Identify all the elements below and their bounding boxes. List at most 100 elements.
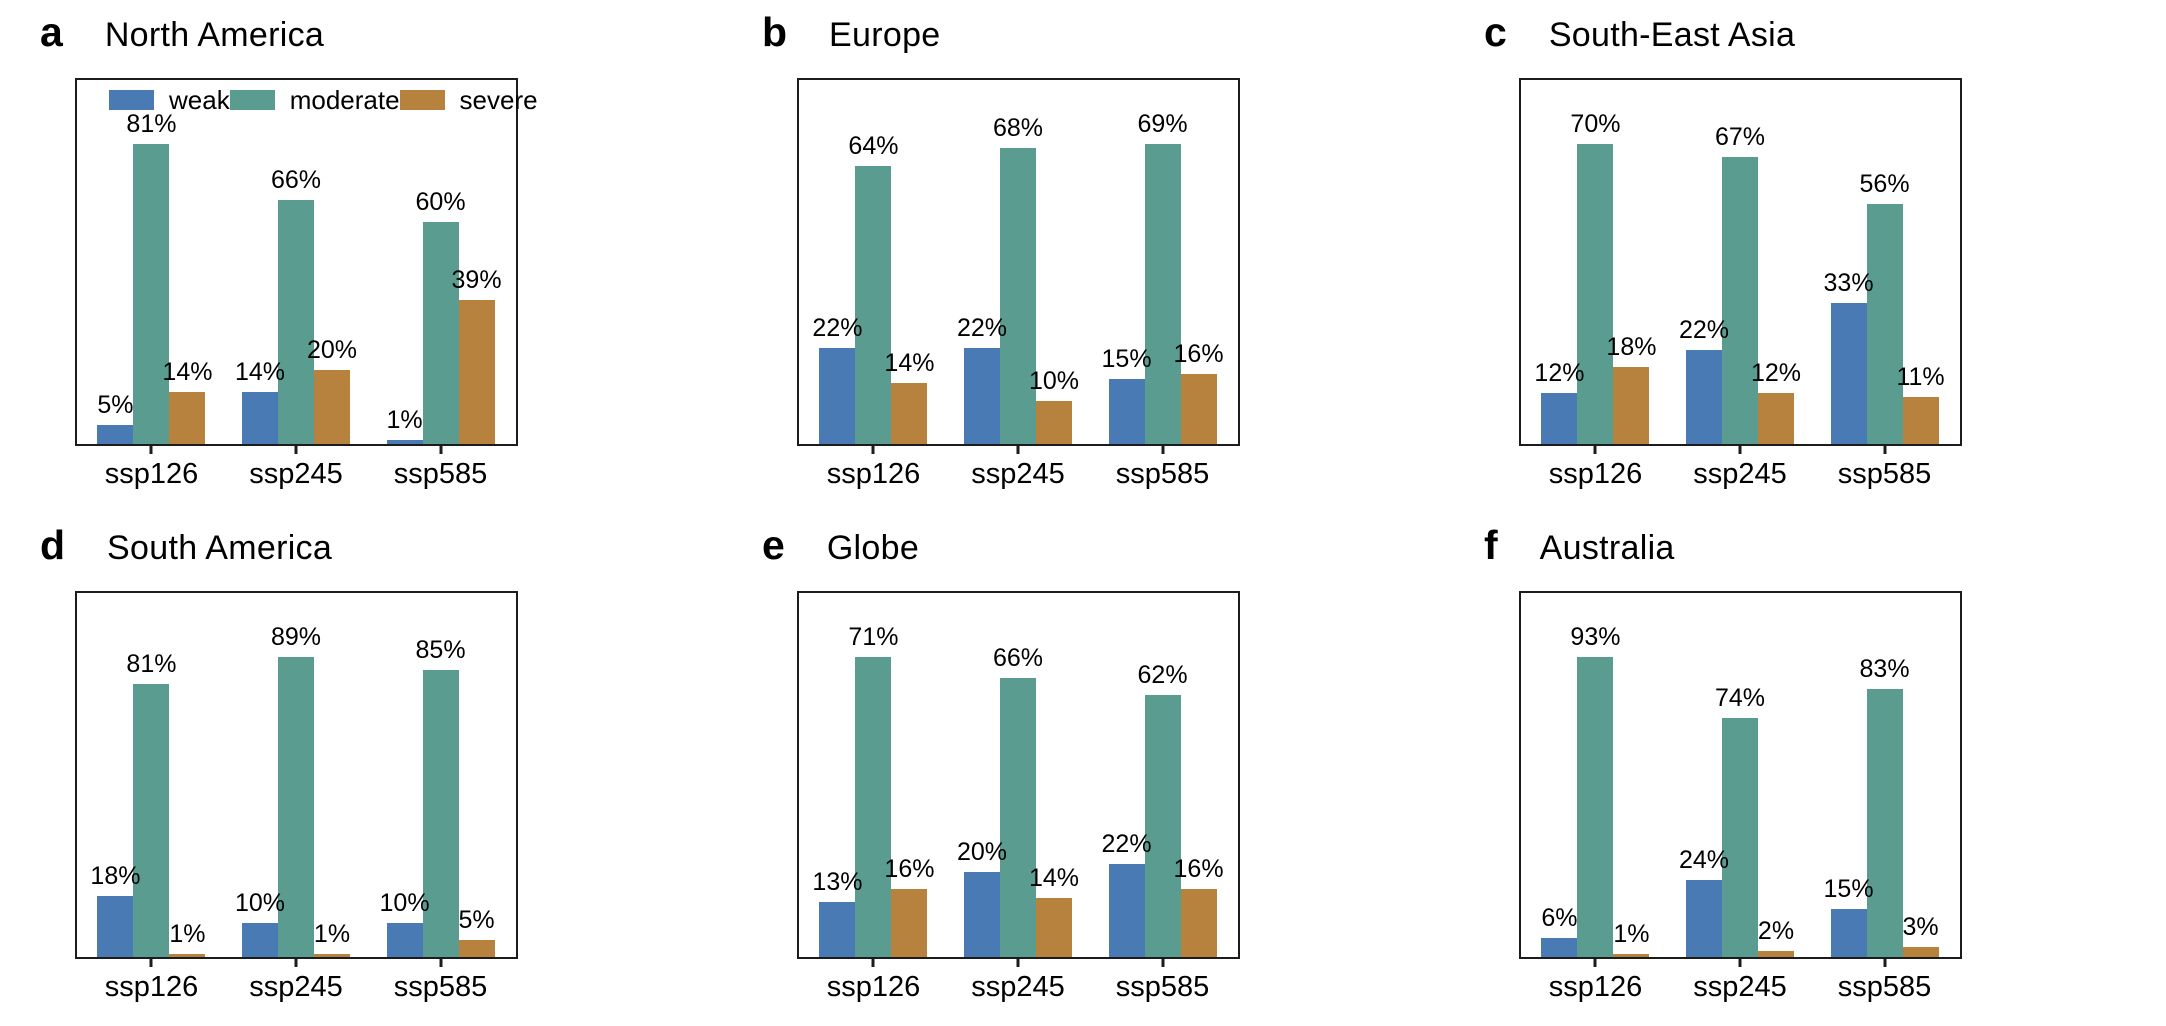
bar-severe [1902, 947, 1939, 957]
bar-value-label: 62% [1137, 661, 1188, 689]
bar-weak [1541, 393, 1578, 444]
bar-value-label: 71% [848, 623, 899, 651]
bar-value-label: 16% [1173, 340, 1224, 368]
x-axis-tick-label: ssp126 [104, 971, 199, 1003]
bar-moderate [1722, 157, 1758, 444]
bar-moderate [1144, 144, 1181, 444]
bar-value-label: 93% [1570, 623, 1621, 651]
bar-value-label: 67% [1714, 123, 1766, 151]
bar-value-label: 16% [1173, 855, 1224, 883]
bar-moderate [422, 222, 459, 444]
panel-title: Australia [1539, 529, 1675, 567]
x-axis-tick-mark [1161, 444, 1165, 454]
panel-title: Globe [826, 529, 920, 567]
bar-value-label: 10% [234, 889, 286, 917]
bar-severe [1180, 889, 1217, 957]
bar-severe [169, 392, 206, 444]
bar-weak [1108, 379, 1145, 444]
bar-value-label: 60% [415, 188, 466, 216]
bar-weak [386, 440, 423, 444]
x-axis-tick-label: ssp126 [826, 458, 921, 490]
bar-value-label: 14% [162, 358, 213, 386]
bar-value-label: 39% [451, 266, 502, 294]
bar-severe [314, 370, 350, 444]
panel-letter: b [762, 9, 788, 55]
bar-weak [242, 392, 278, 444]
bar-weak [1541, 938, 1578, 957]
bar-value-label: 2% [1757, 917, 1795, 945]
legend-swatch-weak [109, 90, 154, 110]
x-axis-tick-mark [871, 957, 875, 967]
x-axis-tick-mark [871, 444, 875, 454]
bar-weak [386, 923, 423, 957]
bar-severe [1902, 397, 1939, 444]
panel-title: South America [107, 529, 333, 567]
bar-moderate [1866, 689, 1903, 957]
bar-severe [891, 383, 928, 444]
bar-severe [1036, 401, 1072, 444]
bar-severe [1758, 951, 1794, 957]
x-axis-tick-label: ssp126 [1548, 458, 1643, 490]
panel-europe: b Europe 22% 64% 14% ssp126 22% 68% 10% ssp245 1… [722, 0, 1444, 513]
bar-value-label: 15% [1823, 875, 1874, 903]
bar-moderate [1000, 678, 1036, 957]
bar-severe [1758, 393, 1794, 444]
panel-south-america: d South America 18% 81% 1% ssp126 10% 89% 1% ss… [0, 513, 722, 1026]
legend-swatch-severe [399, 90, 445, 110]
bar-value-label: 5% [458, 906, 495, 934]
panel-header: e Globe [762, 525, 919, 566]
bar-value-label: 66% [992, 644, 1044, 672]
plot-area-north-america: weak moderate severe 5% 81% 14% ssp126 14% 66… [75, 78, 538, 489]
legend-swatch-moderate [229, 90, 275, 110]
bar-value-label: 22% [812, 314, 863, 342]
bar-value-label: 11% [1896, 363, 1945, 391]
bar-value-label: 81% [126, 650, 177, 678]
plot-area-globe: 13% 71% 16% ssp126 20% 66% 14% ssp245 22% 62% 16% s… [797, 591, 1240, 1002]
x-axis-tick-mark [1161, 957, 1165, 967]
bar-value-label: 89% [270, 623, 322, 651]
bar-weak [1686, 350, 1722, 444]
bar-value-label: 12% [1534, 359, 1585, 387]
panel-south-east-asia: c South-East Asia 12% 70% 18% ssp126 22% 67% 1… [1444, 0, 2166, 513]
bar-value-label: 83% [1859, 655, 1910, 683]
x-axis-tick-label: ssp585 [393, 458, 488, 490]
bar-weak [819, 348, 856, 444]
x-axis-tick-label: ssp245 [249, 458, 343, 490]
bar-severe [1613, 954, 1650, 957]
bar-severe [314, 954, 350, 957]
x-axis-tick-mark [1593, 957, 1597, 967]
x-axis-tick-mark [1738, 957, 1742, 967]
bar-weak [1830, 303, 1867, 444]
bar-value-label: 10% [1028, 367, 1080, 395]
bar-weak [97, 896, 134, 957]
x-axis-tick-mark [149, 444, 153, 454]
panel-title: Europe [829, 16, 941, 54]
x-axis-tick-mark [1016, 444, 1020, 454]
bar-weak [819, 902, 856, 957]
legend-item-severe: severe [399, 87, 538, 113]
bar-value-label: 20% [306, 336, 358, 364]
bar-value-label: 18% [90, 862, 141, 890]
panel-letter: c [1484, 9, 1507, 55]
panel-australia: f Australia 6% 93% 1% ssp126 24% 74% 2% ssp245 1… [1444, 513, 2166, 1026]
bar-value-label: 56% [1859, 170, 1910, 198]
bar-value-label: 10% [379, 889, 430, 917]
bar-moderate [422, 670, 459, 957]
bar-moderate [1000, 148, 1036, 444]
bar-weak [97, 425, 134, 444]
bar-value-label: 69% [1137, 110, 1188, 138]
panel-header: c South-East Asia [1484, 12, 1795, 53]
bar-value-label: 16% [884, 855, 935, 883]
x-axis-tick-mark [1593, 444, 1597, 454]
bar-severe [458, 300, 495, 444]
x-axis-tick-mark [1883, 957, 1887, 967]
bar-severe [458, 940, 495, 957]
bar-value-label: 74% [1714, 684, 1766, 712]
bar-weak [964, 872, 1000, 957]
bar-value-label: 33% [1823, 269, 1874, 297]
x-axis-tick-label: ssp585 [1115, 458, 1210, 490]
bar-severe [1613, 367, 1650, 444]
x-axis-tick-label: ssp585 [1115, 971, 1210, 1003]
bar-value-label: 81% [126, 110, 177, 138]
